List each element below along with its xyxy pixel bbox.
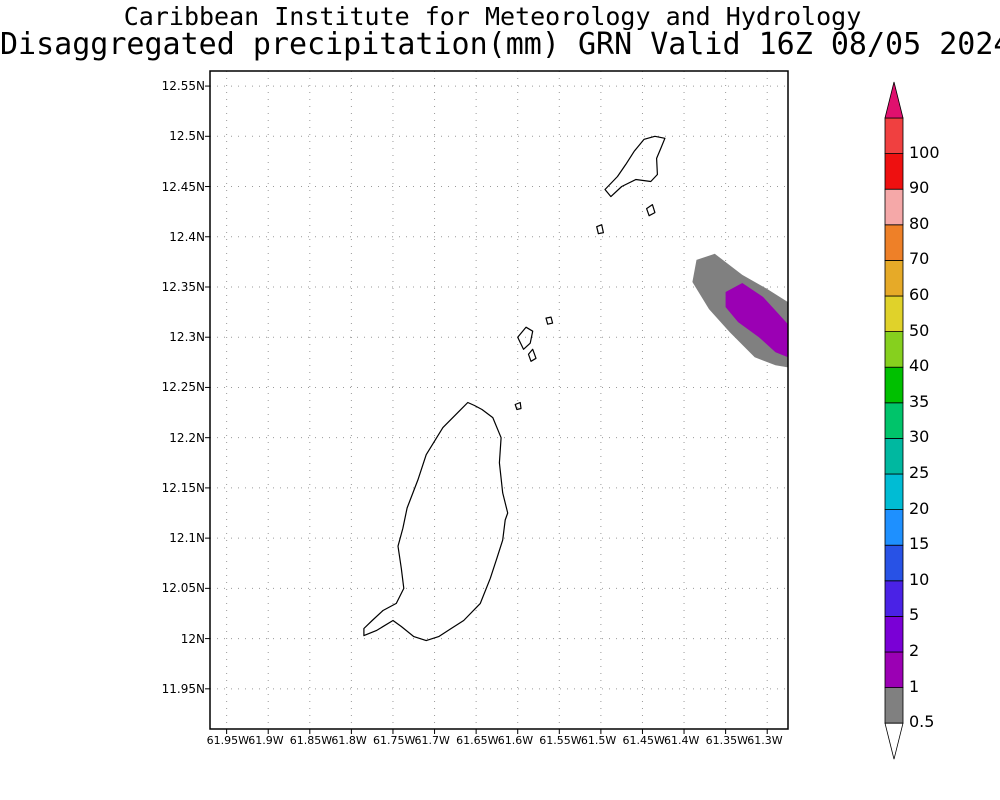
colorbar-swatch [884, 437, 904, 475]
lon-tick-label: 61.65W [456, 734, 499, 747]
lon-tick-label: 61.55W [539, 734, 582, 747]
colorbar-swatch [884, 651, 904, 688]
lat-tick-label: 12.35N [161, 279, 205, 294]
colorbar-label: 1 [909, 676, 920, 696]
colorbar-swatch [884, 544, 904, 582]
lat-tick-label: 12.05N [161, 581, 205, 596]
colorbar [884, 81, 904, 760]
colorbar-label: 40 [909, 356, 930, 376]
lon-tick-label: 61.35W [705, 734, 748, 747]
lon-tick-label: 61.85W [289, 734, 333, 747]
colorbar-swatch [884, 687, 904, 724]
lon-tick-label: 61.8W [331, 734, 367, 747]
lon-tick-label: 61.75W [372, 734, 416, 747]
colorbar-label: 2 [909, 641, 920, 660]
colorbar-label: 30 [909, 427, 930, 447]
colorbar-swatch [884, 580, 904, 617]
colorbar-label: 70 [909, 249, 930, 269]
colorbar-swatch [884, 295, 904, 332]
lat-tick-label: 12.5N [169, 129, 205, 144]
lon-tick-label: 61.95W [206, 734, 249, 747]
colorbar-swatch [884, 331, 904, 368]
colorbar-label: 50 [909, 320, 930, 340]
colorbar-swatch [884, 117, 904, 154]
colorbar-label: 5 [909, 605, 920, 625]
colorbar-label: 0.5 [909, 712, 935, 732]
grid-lines [210, 71, 788, 729]
chart-subtitle: Disaggregated precipitation(mm) GRN Vali… [0, 27, 1000, 62]
lat-tick-label: 11.95N [161, 681, 205, 696]
lat-tick-label: 12.45N [161, 179, 205, 194]
colorbar-swatch [884, 224, 904, 261]
precip-area-1mm [725, 283, 788, 358]
colorbar-label: 80 [909, 213, 930, 233]
island-outline-mayreau [527, 348, 537, 362]
chart-title: Caribbean Institute for Meteorology and … [123, 2, 862, 31]
lon-tick-label: 61.7W [414, 734, 450, 747]
lat-tick-label: 12.25N [161, 380, 205, 395]
lat-tick-label: 12.4N [169, 229, 205, 244]
lat-tick-label: 12.3N [169, 330, 205, 345]
island-outline-canouan-spot [545, 316, 554, 325]
lon-tick-label: 61.45W [622, 734, 665, 747]
lon-tick-label: 61.5W [580, 734, 617, 747]
colorbar-swatch [884, 366, 904, 404]
island-outline-petite-martinique [645, 204, 656, 217]
colorbar-swatch [884, 153, 904, 190]
lon-tick-label: 61.9W [248, 734, 284, 747]
island-outline-grenada [363, 401, 509, 642]
axis-ticks [205, 85, 768, 734]
island-outline-carriacou [604, 135, 666, 198]
colorbar-swatch [884, 402, 904, 439]
colorbar-swatch [884, 473, 904, 510]
colorbar-label: 10 [909, 569, 930, 589]
colorbar-label: 25 [909, 463, 930, 482]
lat-tick-label: 12.15N [161, 480, 205, 495]
colorbar-label: 15 [909, 534, 930, 554]
colorbar-top-arrow [884, 81, 904, 119]
lat-tick-label: 12.1N [169, 531, 205, 546]
colorbar-swatch [884, 259, 904, 297]
island-outline-grenada-islet [514, 401, 522, 411]
map-frame [209, 70, 789, 730]
colorbar-label: 60 [909, 285, 930, 304]
precipitation-shading [692, 253, 788, 368]
colorbar-swatch [884, 509, 904, 546]
colorbar-label: 20 [909, 498, 930, 518]
island-outline-ronde-island [596, 224, 605, 235]
lat-tick-label: 12.55N [161, 79, 205, 94]
lat-tick-label: 12.2N [169, 430, 205, 445]
colorbar-swatch [884, 616, 904, 653]
island-outlines [363, 135, 666, 642]
lon-tick-label: 61.3W [747, 734, 783, 747]
colorbar-label: 35 [909, 391, 930, 411]
colorbar-swatch [884, 188, 904, 226]
colorbar-label: 100 [909, 142, 940, 162]
lon-tick-label: 61.4W [664, 734, 700, 747]
colorbar-label: 90 [909, 178, 930, 198]
lon-tick-label: 61.6W [497, 734, 534, 747]
colorbar-bottom-arrow [884, 722, 904, 760]
lat-tick-label: 12N [180, 631, 205, 646]
island-outline-union-island [517, 326, 534, 350]
